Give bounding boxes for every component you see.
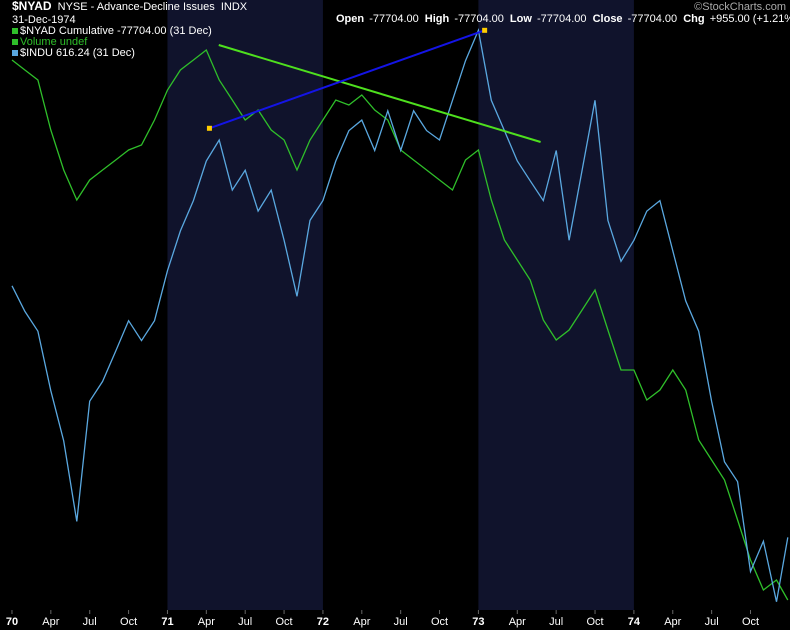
x-tick-label: 74 — [628, 616, 641, 628]
legend-entry: $INDU 616.24 (31 Dec) — [20, 47, 135, 59]
x-tick-label: Apr — [664, 616, 681, 628]
x-tick-label: Apr — [198, 616, 215, 628]
year-band — [167, 0, 323, 610]
quote-value: -77704.00 — [454, 13, 504, 25]
legend-swatch — [12, 50, 18, 56]
x-tick-label: Apr — [42, 616, 59, 628]
legend-swatch — [12, 39, 18, 45]
x-tick-label: Oct — [586, 616, 603, 628]
exchange: INDX — [221, 1, 248, 13]
quote-value: +955.00 (+1.21%) — [710, 13, 790, 25]
header-line: $NYAD NYSE - Advance-Decline Issues INDX — [12, 0, 248, 13]
x-tick-label: Jul — [549, 616, 563, 628]
quote-line: Open -77704.00 High -77704.00 Low -77704… — [336, 13, 790, 25]
x-tick-label: Jul — [394, 616, 408, 628]
quote-label: Low — [510, 13, 532, 25]
quote-value: -77704.00 — [537, 13, 587, 25]
date: 31-Dec-1974 — [12, 14, 76, 26]
x-tick-label: Oct — [276, 616, 293, 628]
quote-label: Close — [593, 13, 623, 25]
trend-line — [209, 29, 485, 130]
header: $NYAD NYSE - Advance-Decline Issues INDX… — [12, 0, 790, 26]
x-tick-label: Oct — [431, 616, 448, 628]
x-tick-label: Jul — [83, 616, 97, 628]
legend-swatch — [12, 28, 18, 34]
series-line — [11, 48, 789, 601]
trend-line — [218, 44, 541, 143]
trend-point — [482, 27, 488, 33]
x-tick-label: 70 — [6, 616, 18, 628]
quote-value: -77704.00 — [628, 13, 678, 25]
quote-value: -77704.00 — [369, 13, 419, 25]
credit: ©StockCharts.com — [694, 1, 786, 13]
x-tick-label: 71 — [161, 616, 173, 628]
symbol: $NYAD — [12, 0, 52, 13]
legend-entry: Volume undef — [20, 36, 88, 48]
x-tick-label: Oct — [742, 616, 759, 628]
x-tick-label: Oct — [120, 616, 137, 628]
x-tick-label: Apr — [353, 616, 370, 628]
subtitle: NYSE - Advance-Decline Issues — [58, 1, 216, 13]
x-tick-label: Apr — [509, 616, 526, 628]
year-band — [478, 0, 634, 610]
x-tick-label: Jul — [705, 616, 719, 628]
trend-point — [206, 125, 212, 131]
legend-entry: $NYAD Cumulative -77704.00 (31 Dec) — [20, 25, 212, 37]
quote-label: Open — [336, 13, 364, 25]
x-tick-label: 72 — [317, 616, 329, 628]
quote-label: High — [425, 13, 450, 25]
x-tick-label: Jul — [238, 616, 252, 628]
x-tick-label: 73 — [472, 616, 484, 628]
series-line — [11, 28, 789, 602]
plot — [11, 27, 789, 602]
legend: $NYAD Cumulative -77704.00 (31 Dec) Volu… — [12, 25, 212, 59]
year-bands — [167, 0, 634, 610]
x-axis: 70 Apr Jul Oct 71 Apr Jul Oct 72 Apr Jul Oct 73 Apr Ju… — [6, 610, 759, 628]
quote-label: Chg — [683, 13, 704, 25]
